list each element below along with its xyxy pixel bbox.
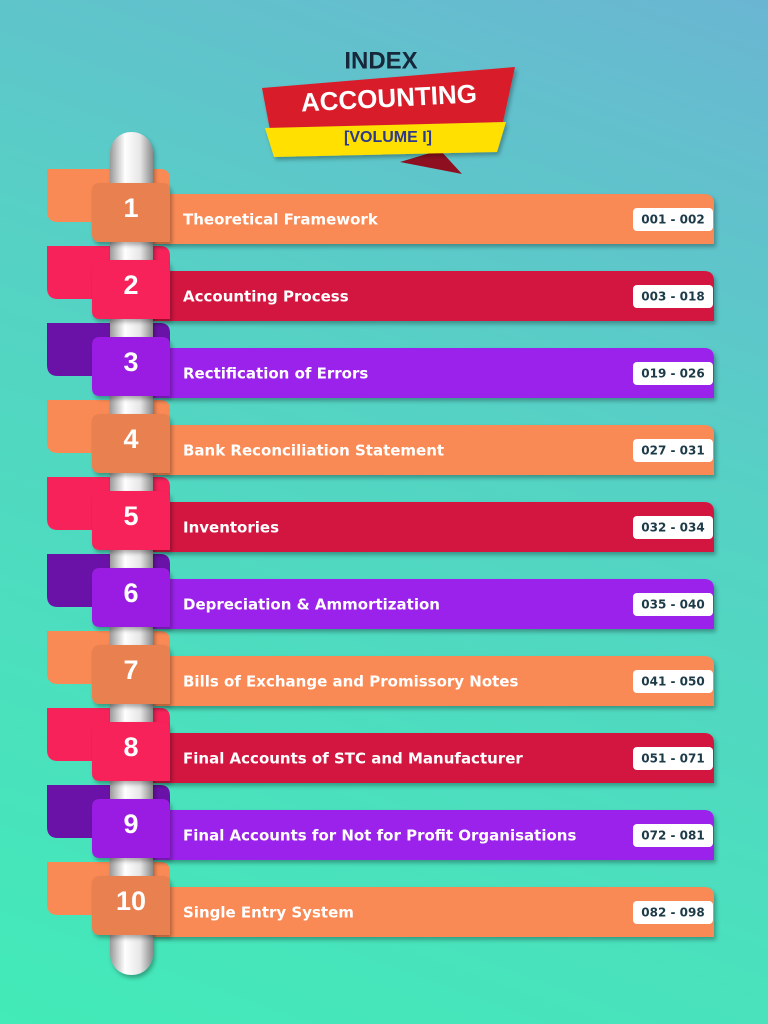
chapter-bar [152,348,714,398]
chapter-bar [152,656,714,706]
chapter-number: 6 [123,578,138,608]
chapter-bar [152,502,714,552]
number-tab [92,645,170,704]
chapter-bar [152,425,714,475]
chapter-title: Single Entry System [183,904,354,922]
number-tab [92,722,170,781]
page-box [633,516,713,539]
page-box [633,285,713,308]
page-range: 082 - 098 [641,906,704,920]
chapter-number: 2 [123,270,138,300]
chapter-number: 1 [123,193,138,223]
chapter-bar [152,887,714,937]
page-range: 072 - 081 [641,829,704,843]
page-box [633,747,713,770]
index-label: INDEX [344,47,417,74]
chapter-number: 9 [123,809,138,839]
chapter-title: Rectification of Errors [183,365,368,383]
page-range: 003 - 018 [641,290,704,304]
header: INDEX ACCOUNTING [VOLUME I] [262,47,515,174]
number-tab [92,876,170,935]
page-range: 041 - 050 [641,675,704,689]
number-tab [92,183,170,242]
chapter-bar [152,271,714,321]
page-range: 001 - 002 [641,213,704,227]
chapter-bar [152,579,714,629]
number-tab [92,799,170,858]
page-range: 035 - 040 [641,598,704,612]
chapter-title: Bills of Exchange and Promissory Notes [183,673,518,691]
page-box [633,439,713,462]
chapter-title: Theoretical Framework [183,211,379,229]
tabs: 1 2 3 4 5 6 7 8 9 10 [92,183,170,935]
number-tab [92,337,170,396]
yellow-ribbon [265,122,506,157]
chapter-title: Depreciation & Ammortization [183,596,440,614]
chapter-number: 4 [123,424,138,454]
chapter-title: Accounting Process [183,288,349,306]
page-range: 051 - 071 [641,752,704,766]
chapter-number: 8 [123,732,138,762]
number-tab [92,260,170,319]
chapter-number: 3 [123,347,138,377]
number-tab [92,414,170,473]
red-ribbon [262,67,515,130]
chapter-number: 7 [123,655,138,685]
subtitle: [VOLUME I] [344,129,432,146]
page-box [633,824,713,847]
page-range: 027 - 031 [641,444,704,458]
bars: Theoretical Framework 001 - 002 Accounting… [152,194,714,937]
page-box [633,901,713,924]
page-box [633,208,713,231]
page-box [633,593,713,616]
chapter-bar [152,810,714,860]
chapter-number: 5 [123,501,138,531]
chapter-title: Inventories [183,519,279,537]
chapter-title: Final Accounts of STC and Manufacturer [183,750,523,768]
page-range: 019 - 026 [641,367,704,381]
chapter-bar [152,194,714,244]
number-tab [92,568,170,627]
chapter-title: Bank Reconciliation Statement [183,442,444,460]
chapter-number: 10 [116,886,146,916]
page-box [633,670,713,693]
ribbon-tail [400,150,462,174]
chapter-title: Final Accounts for Not for Profit Organi… [183,827,576,845]
page-range: 032 - 034 [641,521,704,535]
page-box [633,362,713,385]
chapter-bar [152,733,714,783]
number-tab [92,491,170,550]
